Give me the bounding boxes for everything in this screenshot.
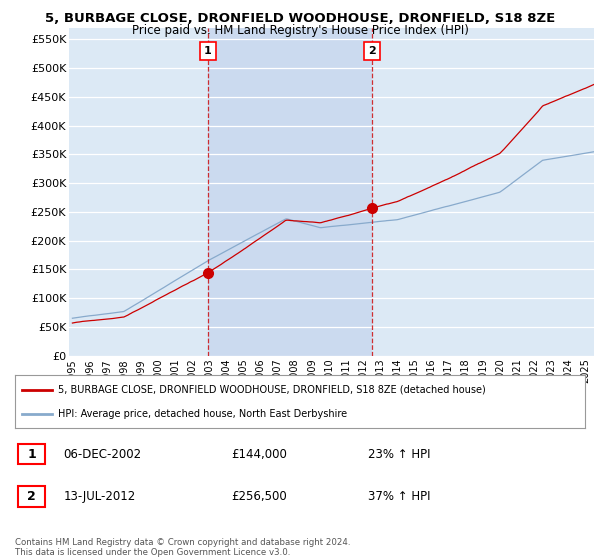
Text: 06-DEC-2002: 06-DEC-2002	[64, 447, 142, 461]
Text: 13-JUL-2012: 13-JUL-2012	[64, 490, 136, 503]
Text: 2: 2	[27, 490, 36, 503]
Bar	[208, 28, 372, 356]
Text: 5, BURBAGE CLOSE, DRONFIELD WOODHOUSE, DRONFIELD, S18 8ZE: 5, BURBAGE CLOSE, DRONFIELD WOODHOUSE, D…	[45, 12, 555, 25]
Text: Contains HM Land Registry data © Crown copyright and database right 2024.
This d: Contains HM Land Registry data © Crown c…	[15, 538, 350, 557]
Text: £144,000: £144,000	[232, 447, 287, 461]
Text: 1: 1	[204, 46, 212, 56]
FancyBboxPatch shape	[18, 487, 45, 507]
Text: 2: 2	[368, 46, 376, 56]
Text: 23% ↑ HPI: 23% ↑ HPI	[368, 447, 431, 461]
Text: £256,500: £256,500	[232, 490, 287, 503]
Text: 37% ↑ HPI: 37% ↑ HPI	[368, 490, 431, 503]
FancyBboxPatch shape	[18, 444, 45, 464]
Text: Price paid vs. HM Land Registry's House Price Index (HPI): Price paid vs. HM Land Registry's House …	[131, 24, 469, 36]
Text: HPI: Average price, detached house, North East Derbyshire: HPI: Average price, detached house, Nort…	[58, 409, 347, 419]
Text: 1: 1	[27, 447, 36, 461]
Text: 5, BURBAGE CLOSE, DRONFIELD WOODHOUSE, DRONFIELD, S18 8ZE (detached house): 5, BURBAGE CLOSE, DRONFIELD WOODHOUSE, D…	[58, 385, 485, 395]
